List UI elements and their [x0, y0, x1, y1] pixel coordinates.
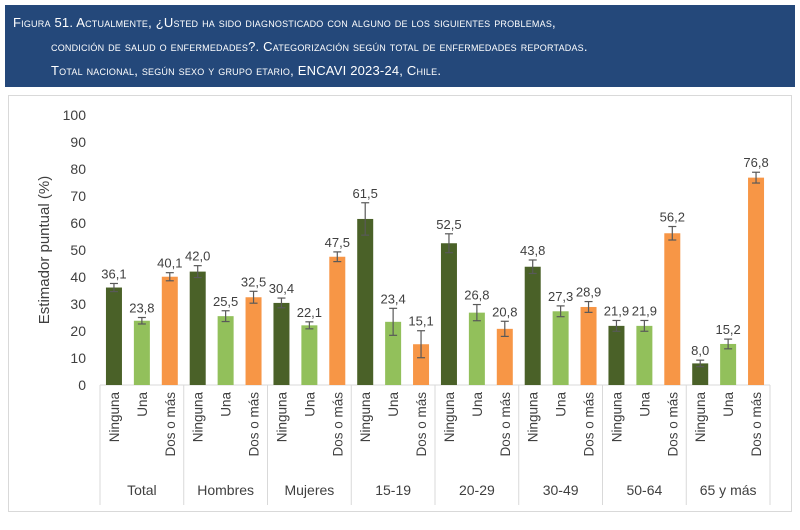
figure-title-banner: Figura 51. Actualmente, ¿Usted ha sido d… [5, 5, 795, 87]
y-tick-label: 20 [70, 323, 86, 339]
y-tick-label: 10 [70, 350, 86, 366]
y-tick-label: 80 [70, 161, 86, 177]
data-label: 20,8 [492, 304, 517, 319]
title-line-2: condición de salud o enfermedades?. Cate… [51, 39, 588, 54]
group-label: 50-64 [626, 482, 662, 498]
y-tick-label: 40 [70, 269, 86, 285]
category-label: Una [637, 392, 652, 417]
y-tick-label: 50 [70, 242, 86, 258]
group-label: Total [127, 482, 157, 498]
group-label: Mujeres [284, 482, 334, 498]
bar [748, 177, 765, 385]
data-label: 47,5 [325, 235, 350, 250]
data-label: 52,5 [436, 217, 461, 232]
bar [692, 363, 709, 385]
data-label: 61,5 [353, 186, 378, 201]
title-line-3: Total nacional, según sexo y grupo etari… [51, 63, 442, 78]
y-tick-label: 100 [63, 107, 87, 123]
category-label: Una [219, 392, 234, 417]
title-line-1: Figura 51. Actualmente, ¿Usted ha sido d… [13, 15, 556, 30]
data-label: 30,4 [269, 281, 294, 296]
category-label: Ninguna [274, 392, 289, 443]
group-label: 30-49 [543, 482, 579, 498]
y-tick-label: 0 [78, 377, 86, 393]
category-label: Dos o más [414, 392, 429, 457]
y-tick-label: 70 [70, 188, 86, 204]
category-label: Dos o más [163, 392, 178, 457]
category-label: Dos o más [665, 392, 680, 457]
category-label: Ninguna [609, 392, 624, 443]
data-label: 56,2 [660, 210, 685, 225]
category-label: Dos o más [582, 392, 597, 457]
group-label: 15-19 [375, 482, 411, 498]
group-label: Hombres [197, 482, 254, 498]
bar [301, 325, 318, 385]
y-tick-label: 30 [70, 296, 86, 312]
bar [161, 276, 178, 385]
y-tick-label: 60 [70, 215, 86, 231]
bar [329, 256, 346, 385]
category-label: Ninguna [191, 392, 206, 443]
bar [720, 343, 737, 385]
category-label: Una [721, 392, 736, 417]
bar [357, 218, 374, 385]
bar [496, 328, 513, 385]
category-label: Una [135, 392, 150, 417]
bar [385, 321, 402, 385]
bar [552, 311, 569, 385]
category-label: Dos o más [749, 392, 764, 457]
bar [413, 344, 430, 385]
data-label: 15,1 [408, 314, 433, 329]
data-label: 27,3 [548, 289, 573, 304]
y-tick-label: 90 [70, 134, 86, 150]
data-label: 21,9 [604, 303, 629, 318]
bar [580, 306, 597, 385]
bar [105, 287, 122, 385]
y-axis-label: Estimador puntual (%) [36, 176, 53, 324]
category-label: Dos o más [247, 392, 262, 457]
data-label: 42,0 [185, 249, 210, 264]
data-label: 43,8 [520, 243, 545, 258]
category-label: Ninguna [442, 392, 457, 443]
data-label: 21,9 [632, 303, 657, 318]
group-label: 20-29 [459, 482, 495, 498]
category-label: Ninguna [526, 392, 541, 443]
bar [664, 233, 681, 385]
chart-frame [8, 95, 792, 512]
data-label: 28,9 [576, 285, 601, 300]
group-label: 65 y más [700, 482, 757, 498]
category-label: Ninguna [358, 392, 373, 443]
category-label: Ninguna [693, 392, 708, 443]
bar [608, 325, 625, 385]
bar [440, 243, 457, 385]
bar [524, 266, 541, 385]
data-label: 25,5 [213, 294, 238, 309]
data-label: 23,8 [129, 301, 154, 316]
data-label: 23,4 [380, 291, 405, 306]
bar [189, 271, 206, 385]
category-label: Una [302, 392, 317, 417]
category-label: Dos o más [330, 392, 345, 457]
data-label: 15,2 [715, 322, 740, 337]
data-label: 40,1 [157, 256, 182, 271]
bar [636, 325, 653, 385]
category-label: Una [386, 392, 401, 417]
bar [217, 316, 234, 385]
category-label: Una [554, 392, 569, 417]
data-label: 22,1 [297, 305, 322, 320]
data-label: 8,0 [691, 343, 709, 358]
bar [468, 312, 485, 385]
data-label: 76,8 [743, 155, 768, 170]
bar [133, 320, 150, 385]
bar [273, 302, 290, 385]
bar [245, 297, 262, 385]
category-label: Ninguna [107, 392, 122, 443]
category-label: Dos o más [498, 392, 513, 457]
data-label: 26,8 [464, 288, 489, 303]
data-label: 36,1 [101, 266, 126, 281]
category-label: Una [470, 392, 485, 417]
data-label: 32,5 [241, 274, 266, 289]
